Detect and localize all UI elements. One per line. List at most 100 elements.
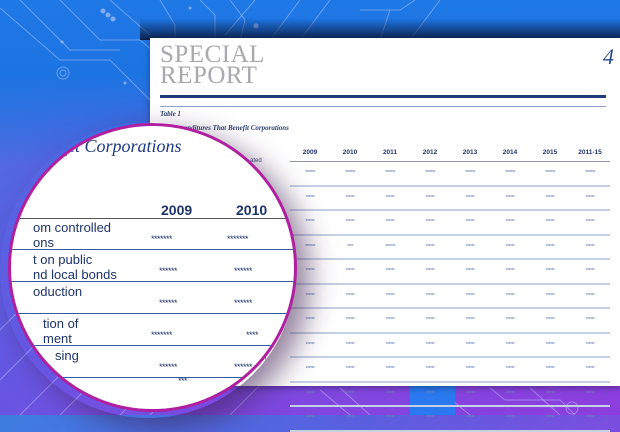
value-2009: ******* (151, 234, 173, 244)
cell: ****** (505, 317, 515, 324)
cell: ****** (345, 390, 355, 397)
cell: ******* (544, 170, 556, 177)
magnified-row: oduction ****** ****** (11, 283, 294, 314)
cell: ******* (304, 243, 316, 250)
cell: ****** (305, 194, 315, 201)
cell: **** (347, 243, 353, 250)
cell: ****** (425, 194, 435, 201)
cell: ****** (345, 194, 355, 201)
cell: ****** (585, 415, 595, 422)
value-2009: ****** (159, 298, 178, 308)
cell: ****** (385, 219, 395, 226)
row-label: oduction (33, 284, 83, 299)
cell: ****** (545, 268, 555, 275)
cell: ****** (545, 194, 555, 201)
table-row: ****************************************… (290, 285, 610, 309)
cell: ****** (425, 341, 435, 348)
cell: ****** (385, 415, 395, 422)
cell: ****** (385, 341, 395, 348)
cell: ****** (505, 415, 515, 422)
row-label: sing (55, 348, 79, 363)
value-2010: ****** (234, 362, 253, 372)
column-header: 2011-15 (578, 149, 602, 156)
table-row: ******* ******* ******* ******* ******* *****… (290, 162, 610, 187)
cell: ****** (505, 390, 515, 397)
column-header: 2015 (542, 149, 558, 156)
column-header: 2009 (302, 149, 318, 156)
value-2010: ******* (227, 234, 249, 244)
cell: ****** (345, 415, 355, 422)
cell: ****** (545, 219, 555, 226)
cell: ****** (585, 194, 595, 201)
cell: ******* (384, 170, 396, 177)
cell: ****** (385, 317, 395, 324)
cell: ****** (385, 268, 395, 275)
cell: ****** (465, 194, 475, 201)
value-2009: *** (178, 376, 188, 386)
row-label: t on public nd local bonds (33, 252, 117, 282)
cell: ****** (305, 292, 315, 299)
magnifier-content: fit Corporations 2009 2010 om controlled… (11, 126, 294, 409)
cell: ****** (425, 219, 435, 226)
cell: ****** (545, 292, 555, 299)
cell: ****** (505, 292, 515, 299)
cell: ****** (545, 390, 555, 397)
cell: ****** (425, 415, 435, 422)
cell: ****** (505, 219, 515, 226)
cell: ******* (304, 170, 316, 177)
row-label: om controlled ons (33, 220, 112, 250)
cell: ****** (585, 292, 595, 299)
column-header: 2010 (342, 149, 358, 156)
table-row: ****** ****** ****** ****** ****** ****** ****… (290, 309, 610, 334)
cell: ****** (305, 317, 315, 324)
cell: ******* (384, 243, 396, 250)
cell: ******* (504, 170, 516, 177)
column-header: 2012 (422, 149, 438, 156)
cell: ****** (585, 243, 595, 250)
cell: ******* (424, 170, 436, 177)
header-rule-thin (160, 106, 606, 107)
cell: ****** (545, 415, 555, 422)
column-header: 2009 (161, 202, 193, 218)
cell: ****** (585, 366, 595, 373)
cell: ****** (465, 341, 475, 348)
cell: ****** (385, 366, 395, 373)
magnified-table-title: fit Corporations (65, 136, 182, 156)
cell: ****** (465, 243, 475, 250)
magnified-row: om controlled ons ******* ******* (11, 219, 294, 250)
cell: ****** (505, 366, 515, 373)
magnified-row: sing ****** ****** (11, 347, 294, 378)
cell: ****** (345, 268, 355, 275)
magnified-row: *** (11, 376, 294, 409)
magnified-row: tion of ment ******* **** (11, 315, 294, 346)
cell: ****** (425, 268, 435, 275)
report-title-line1: SPECIAL (160, 41, 265, 68)
cell: ****** (505, 243, 515, 250)
table-row: ****************************************… (290, 358, 610, 383)
cell: ****** (545, 317, 555, 324)
cell: ****** (505, 194, 515, 201)
cell: ****** (345, 341, 355, 348)
cell: ****** (345, 366, 355, 373)
table-row: ****** ****** ****** ****** ****** ****** ****… (290, 187, 610, 211)
cell: ****** (585, 317, 595, 324)
row-label: tion of ment (43, 316, 79, 346)
cell: ****** (585, 219, 595, 226)
cell: ****** (345, 317, 355, 324)
report-title: SPECIAL REPORT (160, 41, 265, 88)
cell: ****** (585, 341, 595, 348)
cell: ****** (305, 219, 315, 226)
cell: ****** (505, 341, 515, 348)
cell: ****** (465, 292, 475, 299)
cell: ****** (425, 317, 435, 324)
header-rule-thick (160, 95, 606, 98)
cell: ******* (584, 170, 596, 177)
cell: ****** (305, 341, 315, 348)
value-2010: ****** (234, 266, 253, 276)
table-row: ****************************************… (290, 383, 610, 407)
cell: ****** (345, 292, 355, 299)
cell: ******* (464, 170, 476, 177)
cell: ****** (545, 243, 555, 250)
column-header: 2013 (462, 149, 478, 156)
cell: ****** (505, 268, 515, 275)
